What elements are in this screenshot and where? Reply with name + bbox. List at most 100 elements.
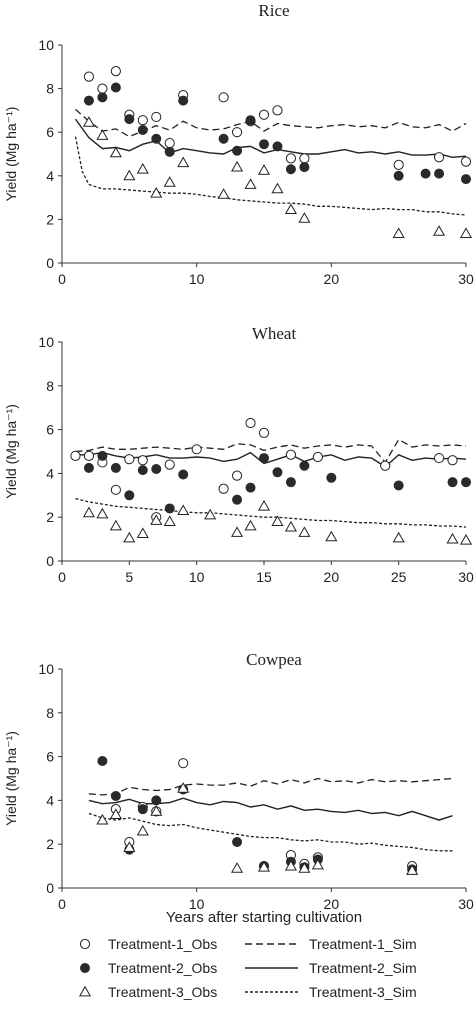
cowpea-y-tick-label: 0 — [46, 880, 54, 896]
wheat-point-treatment-1_obs — [433, 452, 445, 464]
wheat-x-tick-label: 5 — [125, 569, 133, 585]
rice-point-treatment-3_obs — [82, 116, 95, 127]
cowpea-x-tick-label: 20 — [324, 896, 340, 912]
rice-point-treatment-1_obs — [83, 71, 95, 82]
wheat-x-tick-label: 20 — [324, 569, 340, 585]
rice-point-treatment-1_obs — [299, 153, 310, 164]
wheat-point-treatment-1_obs — [447, 455, 458, 466]
wheat-point-treatment-1_obs — [245, 417, 256, 429]
rice-point-treatment-3_obs — [96, 129, 109, 140]
wheat-point-treatment-3_obs — [123, 531, 136, 543]
wheat-point-treatment-1_obs — [164, 459, 175, 470]
rice-point-treatment-3_obs — [433, 225, 446, 236]
wheat-point-treatment-2_obs — [447, 477, 458, 488]
cowpea-point-treatment-1_obs — [178, 758, 189, 769]
wheat-point-treatment-3_obs — [96, 507, 109, 519]
rice-point-treatment-2_obs — [151, 133, 162, 144]
cowpea-point-treatment-3_obs — [177, 782, 190, 793]
wheat-point-treatment-2_obs — [245, 482, 256, 493]
wheat-point-treatment-1_obs — [110, 484, 121, 495]
rice-point-treatment-2_obs — [218, 133, 229, 144]
rice-point-treatment-3_obs — [123, 169, 136, 181]
wheat-x-tick-label: 0 — [58, 569, 66, 585]
wheat-point-treatment-1_obs — [124, 454, 135, 465]
wheat-y-tick-label: 4 — [46, 465, 54, 481]
cowpea-point-treatment-3_obs — [311, 858, 324, 870]
cowpea-title: Cowpea — [246, 650, 302, 669]
wheat-point-treatment-1_obs — [70, 450, 81, 461]
wheat-point-treatment-2_obs — [326, 472, 337, 483]
legend-label: Treatment-3_Obs — [108, 984, 217, 1000]
wheat-point-treatment-3_obs — [271, 515, 284, 526]
wheat-point-treatment-1_obs — [137, 455, 148, 466]
rice-point-treatment-2_obs — [137, 125, 148, 136]
cowpea-point-treatment-2_obs — [137, 804, 148, 815]
wheat-title: Wheat — [252, 324, 297, 343]
wheat-point-treatment-2_obs — [232, 494, 243, 505]
cowpea-point-treatment-3_obs — [150, 805, 163, 816]
wheat-y-tick-label: 8 — [46, 378, 54, 394]
wheat-point-treatment-2_obs — [285, 477, 296, 488]
legend-label: Treatment-1_Sim — [309, 936, 417, 952]
cowpea-point-treatment-3_obs — [406, 864, 419, 875]
wheat-x-tick-label: 15 — [256, 569, 272, 585]
rice-point-treatment-3_obs — [244, 178, 257, 189]
wheat-point-treatment-1_obs — [191, 444, 202, 455]
wheat-point-treatment-2_obs — [164, 503, 175, 514]
legend-label: Treatment-1_Obs — [108, 936, 217, 952]
wheat-point-treatment-3_obs — [231, 526, 244, 537]
rice-x-tick-label: 20 — [324, 271, 340, 287]
rice-point-treatment-1_obs — [137, 115, 148, 126]
rice-point-treatment-3_obs — [284, 203, 297, 214]
cowpea-point-treatment-2_obs — [232, 837, 243, 848]
rice-point-treatment-2_obs — [299, 162, 310, 173]
rice-x-tick-label: 30 — [458, 271, 474, 287]
rice-point-treatment-2_obs — [272, 141, 283, 152]
cowpea-point-treatment-3_obs — [284, 859, 297, 871]
wheat-point-treatment-2_obs — [137, 465, 148, 476]
cowpea-point-treatment-2_obs — [97, 755, 108, 766]
wheat-point-treatment-3_obs — [298, 526, 311, 537]
legend-marker-treatment-2_obs — [80, 963, 91, 974]
rice-point-treatment-3_obs — [257, 164, 271, 175]
rice-y-tick-label: 0 — [46, 255, 54, 271]
legend-marker-treatment-3_obs — [78, 985, 92, 997]
rice-point-treatment-3_obs — [231, 160, 244, 172]
legend-label: Treatment-2_Obs — [108, 960, 217, 976]
cowpea-y-tick-label: 10 — [38, 661, 54, 677]
wheat-point-treatment-2_obs — [258, 453, 269, 464]
rice-point-treatment-2_obs — [97, 92, 108, 103]
rice-y-axis-label: Yield (Mg ha⁻¹) — [3, 107, 19, 202]
rice-point-treatment-1_obs — [151, 111, 162, 123]
rice-point-treatment-1_obs — [231, 127, 243, 138]
rice-point-treatment-1_obs — [110, 66, 121, 77]
cowpea-x-tick-label: 10 — [189, 896, 205, 912]
cowpea-point-treatment-3_obs — [257, 860, 271, 872]
cowpea-point-treatment-2_obs — [110, 791, 121, 802]
cowpea-y-axis-label: Yield (Mg ha⁻¹) — [3, 731, 19, 826]
rice-point-treatment-2_obs — [110, 82, 121, 93]
rice-point-treatment-3_obs — [163, 176, 176, 187]
rice-point-treatment-2_obs — [393, 170, 404, 181]
wheat-point-treatment-1_obs — [312, 451, 323, 463]
wheat-line-treatment-1_sim — [75, 438, 467, 464]
cowpea-line-treatment-3_sim — [88, 812, 453, 852]
rice-point-treatment-1_obs — [460, 156, 472, 167]
wheat-point-treatment-3_obs — [284, 520, 297, 532]
wheat-point-treatment-2_obs — [83, 462, 94, 473]
wheat-point-treatment-3_obs — [136, 527, 149, 539]
cowpea-line-treatment-2_sim — [88, 797, 453, 821]
wheat-point-treatment-1_obs — [380, 460, 391, 471]
rice-x-tick-label: 10 — [189, 271, 205, 287]
legend-label: Treatment-3_Sim — [309, 984, 417, 1000]
rice-y-tick-label: 10 — [38, 37, 54, 53]
cowpea-y-tick-label: 8 — [46, 705, 54, 721]
cowpea-y-tick-label: 6 — [46, 749, 54, 765]
cowpea-point-treatment-2_obs — [151, 795, 162, 806]
rice-point-treatment-1_obs — [218, 92, 229, 103]
rice-point-treatment-3_obs — [177, 156, 190, 168]
wheat-x-tick-label: 30 — [458, 569, 474, 585]
rice-point-treatment-3_obs — [459, 227, 473, 238]
cowpea-point-treatment-3_obs — [96, 813, 109, 825]
